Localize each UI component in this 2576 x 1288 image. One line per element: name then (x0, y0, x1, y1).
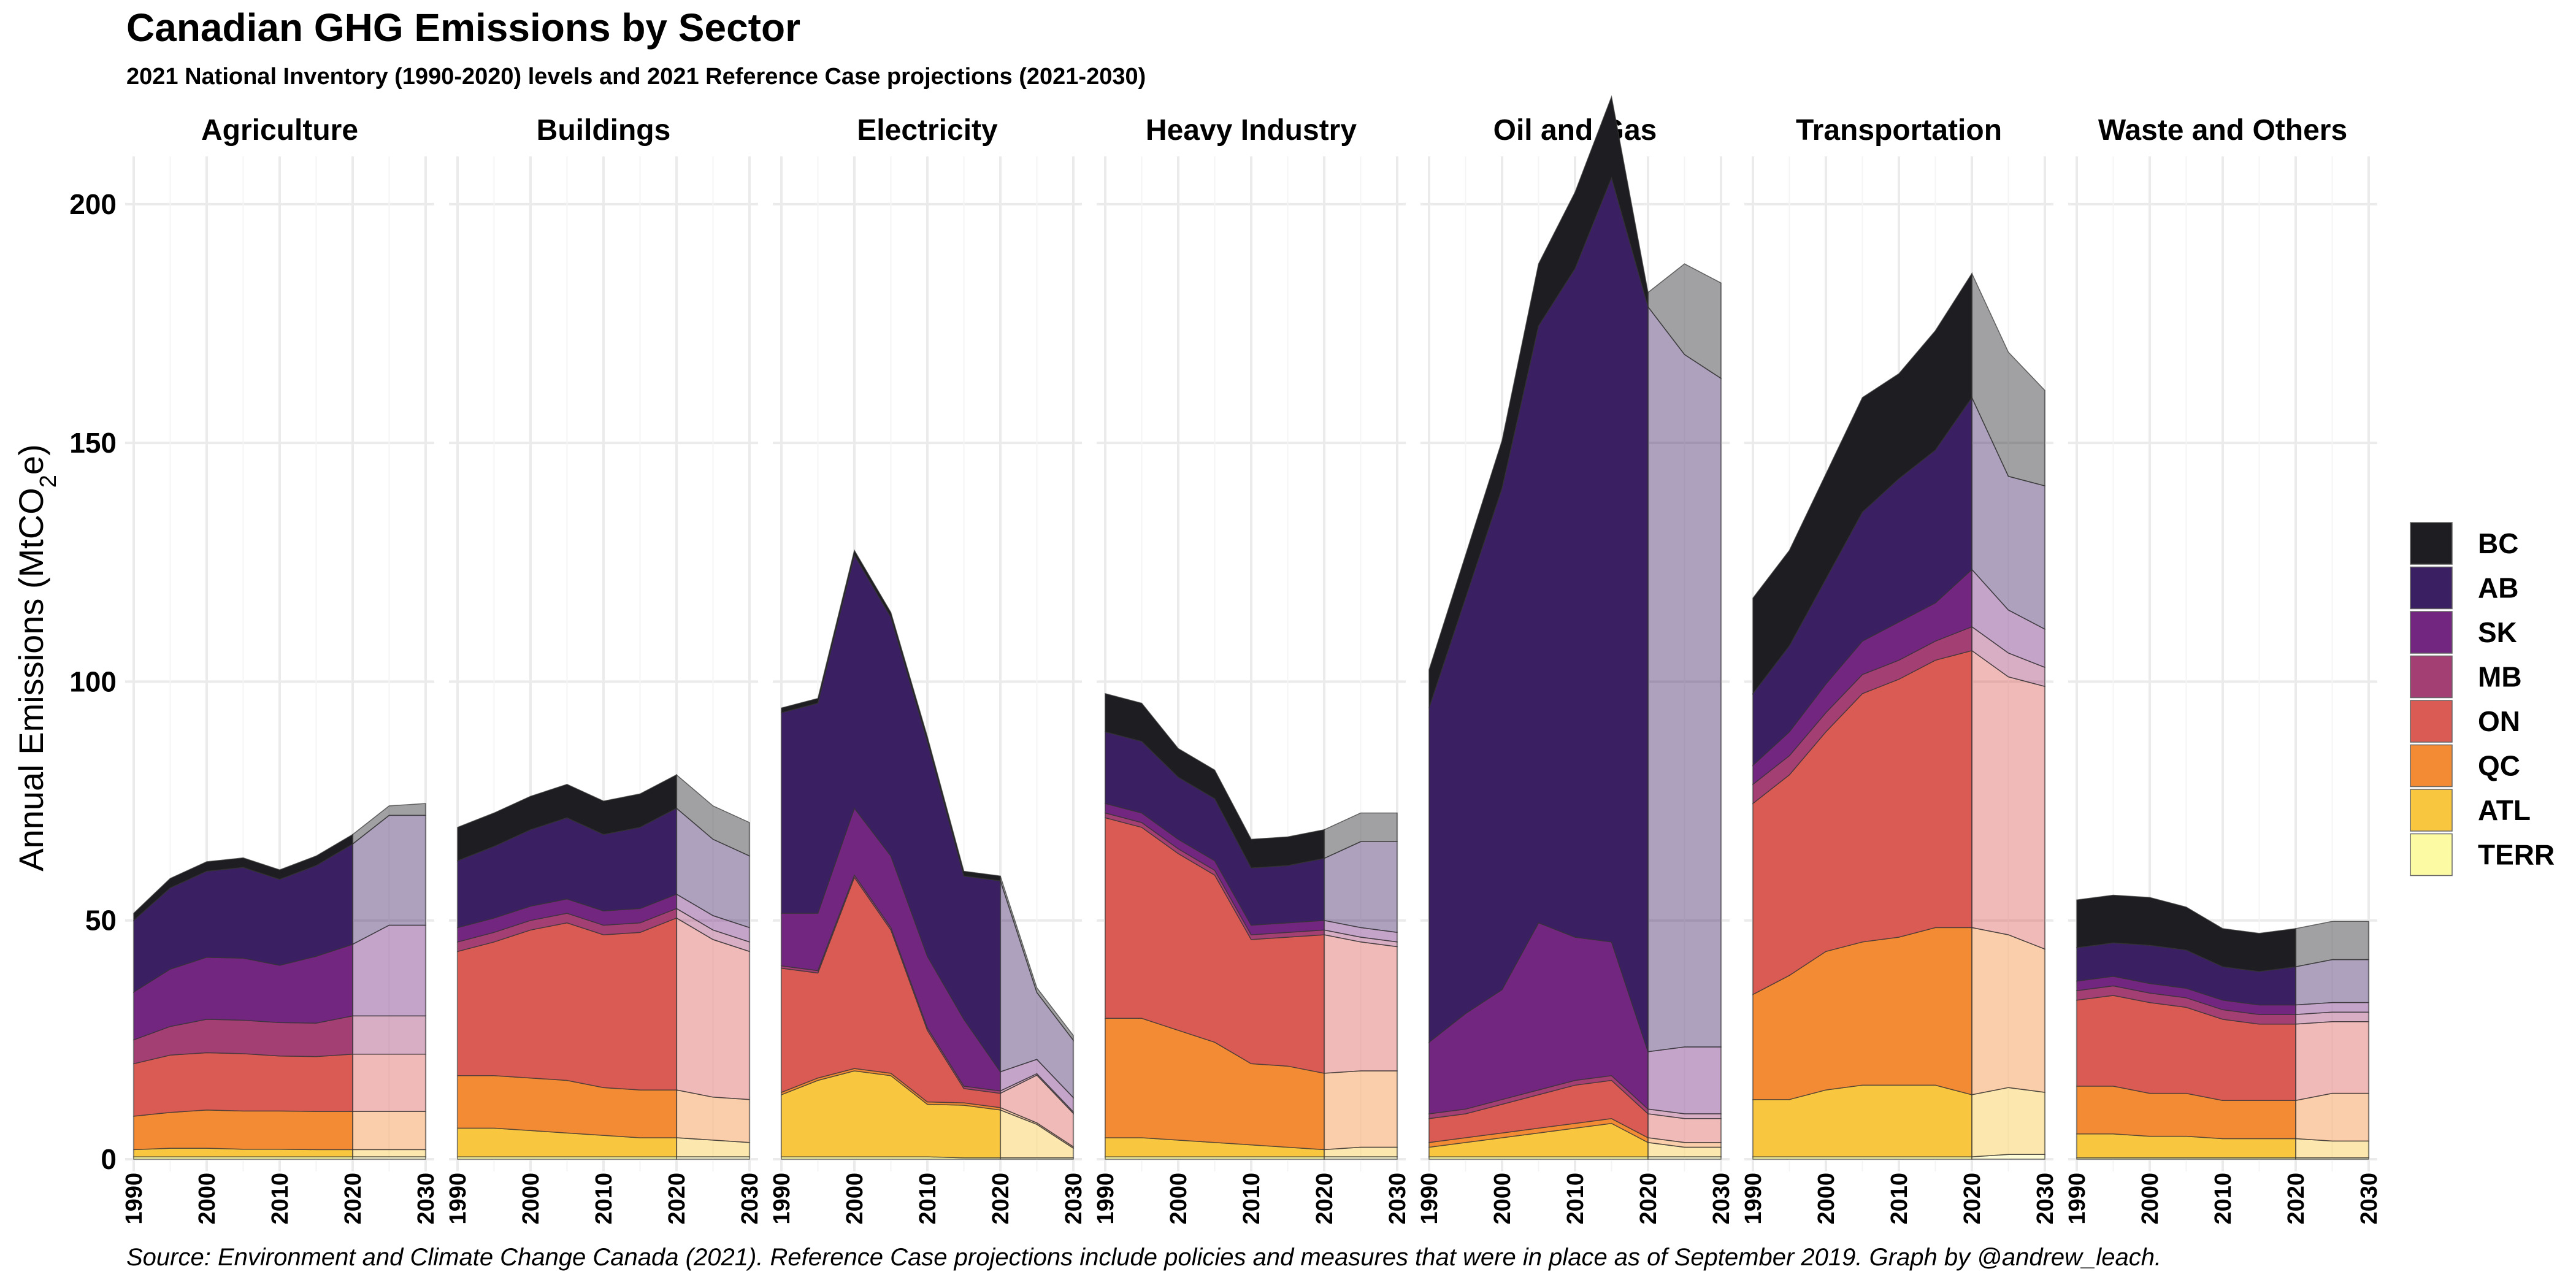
x-tick-label: 2020 (1636, 1173, 1662, 1225)
x-tick-label: 2030 (2033, 1173, 2058, 1225)
legend-label-qc: QC (2478, 750, 2520, 782)
area-electricity-bc-projection (1000, 876, 1074, 1042)
x-tick-label: 2020 (340, 1173, 366, 1225)
facet-label-heavy-industry: Heavy Industry (1146, 114, 1357, 147)
x-tick-label: 2000 (2137, 1173, 2163, 1225)
area-transportation-qc-projection (1971, 927, 2045, 1095)
x-tick-label: 2010 (267, 1173, 293, 1225)
x-tick-label: 2030 (1385, 1173, 1411, 1225)
x-tick-label: 2000 (194, 1173, 220, 1225)
x-tick-label: 1990 (1093, 1173, 1119, 1225)
legend-label-on: ON (2478, 705, 2520, 737)
area-buildings-on-historical (457, 917, 677, 1091)
area-heavy-industry-on-projection (1324, 934, 1398, 1074)
legend-label-bc: BC (2478, 527, 2518, 559)
x-tick-label: 2010 (915, 1173, 941, 1225)
x-tick-label: 2000 (518, 1173, 544, 1225)
area-agriculture-atl-projection (352, 1149, 426, 1157)
y-tick-label: 150 (69, 427, 117, 459)
area-heavy-industry-ab-projection (1324, 841, 1398, 933)
x-tick-label: 2020 (1312, 1173, 1338, 1225)
x-tick-label: 1990 (769, 1173, 795, 1225)
x-tick-label: 2000 (1490, 1173, 1516, 1225)
x-tick-label: 2010 (1887, 1173, 1912, 1225)
y-axis-title: Annual Emissions (MtCO2e) (12, 444, 61, 871)
area-agriculture-mb-projection (352, 1015, 426, 1055)
y-tick-label: 0 (101, 1143, 117, 1175)
x-tick-label: 2020 (664, 1173, 690, 1225)
x-tick-label: 2000 (1814, 1173, 1839, 1225)
x-tick-label: 1990 (1417, 1173, 1443, 1225)
x-tick-label: 2000 (842, 1173, 868, 1225)
area-waste-and-others-bc-projection (2295, 921, 2369, 968)
area-agriculture-on-projection (352, 1053, 426, 1112)
facet-label-electricity: Electricity (857, 114, 998, 147)
x-tick-label: 1990 (1741, 1173, 1766, 1225)
area-agriculture-bc-projection (352, 803, 426, 845)
area-transportation-on-projection (1971, 650, 2045, 950)
legend-label-sk: SK (2478, 616, 2517, 648)
area-heavy-industry-bc-projection (1324, 812, 1398, 859)
y-tick-label: 50 (85, 905, 117, 937)
x-tick-label: 2030 (2356, 1173, 2382, 1225)
facet-label-buildings: Buildings (537, 114, 671, 147)
x-tick-label: 2020 (988, 1173, 1014, 1225)
legend-swatch-qc (2410, 744, 2453, 788)
chart-title: Canadian GHG Emissions by Sector (126, 6, 800, 50)
legend-label-atl: ATL (2478, 794, 2531, 826)
y-tick-label: 100 (69, 665, 117, 697)
x-tick-label: 2020 (1960, 1173, 1985, 1225)
facet-label-waste-and-others: Waste and Others (2098, 114, 2347, 147)
x-tick-label: 2030 (413, 1173, 439, 1225)
facet-label-transportation: Transportation (1796, 114, 2002, 147)
x-tick-label: 2010 (2210, 1173, 2236, 1225)
area-heavy-industry-qc-projection (1324, 1070, 1398, 1151)
legend-label-mb: MB (2478, 661, 2522, 693)
area-waste-and-others-on-projection (2295, 1021, 2369, 1102)
x-tick-label: 2030 (1061, 1173, 1087, 1225)
x-tick-label: 1990 (445, 1173, 471, 1225)
area-waste-and-others-ab-projection (2295, 959, 2369, 1006)
facet-label-agriculture: Agriculture (201, 114, 358, 147)
legend-swatch-mb (2410, 655, 2453, 699)
facet-label-oil-and-gas: Oil and Gas (1493, 114, 1657, 147)
area-agriculture-qc-projection (352, 1111, 426, 1151)
legend-swatch-on (2410, 700, 2453, 743)
x-tick-label: 1990 (121, 1173, 147, 1225)
area-waste-and-others-qc-projection (2295, 1092, 2369, 1142)
y-tick-label: 200 (69, 188, 117, 220)
area-oil-and-gas-bc-projection (1647, 263, 1722, 380)
area-agriculture-qc-historical (133, 1110, 353, 1151)
x-tick-label: 2020 (2283, 1173, 2309, 1225)
chart-subtitle: 2021 National Inventory (1990-2020) leve… (126, 64, 1146, 90)
x-tick-label: 2030 (737, 1173, 763, 1225)
legend-label-terr: TERR (2478, 839, 2555, 871)
x-tick-label: 2010 (1239, 1173, 1265, 1225)
legend-swatch-atl (2410, 789, 2453, 832)
area-oil-and-gas-ab-projection (1647, 305, 1722, 1052)
area-waste-and-others-atl-projection (2295, 1138, 2369, 1159)
area-oil-and-gas-sk-projection (1647, 1046, 1722, 1114)
x-tick-label: 2010 (1563, 1173, 1589, 1225)
area-agriculture-on-historical (133, 1052, 353, 1117)
legend-swatch-bc (2410, 522, 2453, 565)
area-transportation-atl-projection (1971, 1087, 2045, 1157)
legend-label-ab: AB (2478, 572, 2518, 604)
legend-swatch-ab (2410, 566, 2453, 610)
legend-swatch-sk (2410, 611, 2453, 654)
x-tick-label: 1990 (2064, 1173, 2090, 1225)
area-transportation-bc-projection (1971, 273, 2045, 487)
chart-caption: Source: Environment and Climate Change C… (126, 1244, 2162, 1271)
area-buildings-bc-projection (676, 773, 750, 857)
x-tick-label: 2030 (1709, 1173, 1735, 1225)
x-tick-label: 2010 (591, 1173, 617, 1225)
x-tick-label: 2000 (1166, 1173, 1192, 1225)
legend-swatch-terr (2410, 833, 2453, 876)
